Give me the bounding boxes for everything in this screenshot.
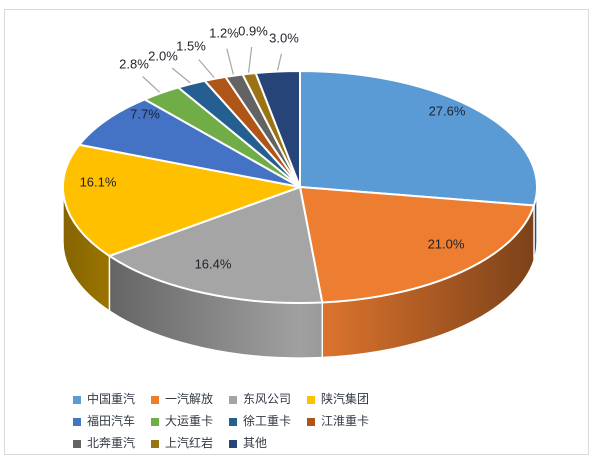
data-label-8: 1.2% bbox=[209, 26, 239, 41]
legend-swatch-icon bbox=[229, 418, 237, 426]
legend-item-4: 福田汽车 bbox=[73, 415, 151, 427]
legend-row-1: 福田汽车 大运重卡 徐工重卡 江淮重卡 bbox=[73, 410, 385, 432]
legend-swatch-icon bbox=[151, 440, 159, 448]
data-label-2: 16.4% bbox=[195, 257, 232, 272]
legend-item-1: 一汽解放 bbox=[151, 393, 229, 405]
data-label-6: 2.0% bbox=[148, 49, 178, 64]
legend-item-10: 其他 bbox=[229, 437, 307, 449]
data-label-7: 1.5% bbox=[176, 39, 206, 54]
legend-item-8: 北奔重汽 bbox=[73, 437, 151, 449]
leader-line-7 bbox=[199, 59, 214, 77]
legend-swatch-icon bbox=[307, 396, 315, 404]
data-label-0: 27.6% bbox=[429, 104, 466, 119]
legend-row-0: 中国重汽 一汽解放 东风公司 陕汽集团 bbox=[73, 388, 385, 410]
leader-line-5 bbox=[143, 77, 160, 93]
legend-swatch-icon bbox=[151, 418, 159, 426]
legend-item-2: 东风公司 bbox=[229, 393, 307, 405]
legend-swatch-icon bbox=[73, 418, 81, 426]
data-label-9: 0.9% bbox=[238, 24, 268, 39]
leader-line-6 bbox=[172, 68, 190, 83]
data-label-4: 7.7% bbox=[130, 107, 160, 122]
pie-chart-3d: 27.6% 21.0% 16.4% 16.1% 7.7% 2.8%2.0%1.5%1.2%… bbox=[0, 0, 600, 385]
legend-label: 一汽解放 bbox=[165, 393, 213, 405]
legend-label: 大运重卡 bbox=[165, 415, 213, 427]
legend-label: 上汽红岩 bbox=[165, 437, 213, 449]
legend-label: 江淮重卡 bbox=[321, 415, 369, 427]
legend-label: 其他 bbox=[243, 437, 267, 449]
data-label-10: 3.0% bbox=[269, 31, 299, 46]
leader-line-9 bbox=[249, 47, 252, 73]
legend-label: 中国重汽 bbox=[87, 393, 135, 405]
legend-swatch-icon bbox=[229, 396, 237, 404]
legend-label: 徐工重卡 bbox=[243, 415, 291, 427]
legend-swatch-icon bbox=[73, 440, 81, 448]
leader-line-8 bbox=[227, 49, 233, 75]
legend-swatch-icon bbox=[229, 440, 237, 448]
legend-label: 东风公司 bbox=[243, 393, 291, 405]
data-label-3: 16.1% bbox=[80, 175, 117, 190]
legend-item-6: 徐工重卡 bbox=[229, 415, 307, 427]
chart-image: 27.6% 21.0% 16.4% 16.1% 7.7% 2.8%2.0%1.5%1.2%… bbox=[0, 0, 600, 464]
data-label-1: 21.0% bbox=[428, 237, 465, 252]
data-label-5: 2.8% bbox=[119, 57, 149, 72]
legend-swatch-icon bbox=[307, 418, 315, 426]
legend-row-2: 北奔重汽 上汽红岩 其他 bbox=[73, 432, 385, 454]
legend-label: 陕汽集团 bbox=[321, 393, 369, 405]
legend-item-0: 中国重汽 bbox=[73, 393, 151, 405]
chart-legend: 中国重汽 一汽解放 东风公司 陕汽集团福田汽车 大运重卡 徐工重卡 江淮重卡北奔重汽 上汽红岩… bbox=[73, 388, 385, 454]
pie-slice-0 bbox=[300, 71, 537, 205]
leader-line-10 bbox=[278, 54, 282, 71]
legend-swatch-icon bbox=[151, 396, 159, 404]
legend-item-9: 上汽红岩 bbox=[151, 437, 229, 449]
legend-label: 福田汽车 bbox=[87, 415, 135, 427]
legend-label: 北奔重汽 bbox=[87, 437, 135, 449]
legend-swatch-icon bbox=[73, 396, 81, 404]
legend-item-5: 大运重卡 bbox=[151, 415, 229, 427]
legend-item-3: 陕汽集团 bbox=[307, 393, 385, 405]
legend-item-7: 江淮重卡 bbox=[307, 415, 385, 427]
